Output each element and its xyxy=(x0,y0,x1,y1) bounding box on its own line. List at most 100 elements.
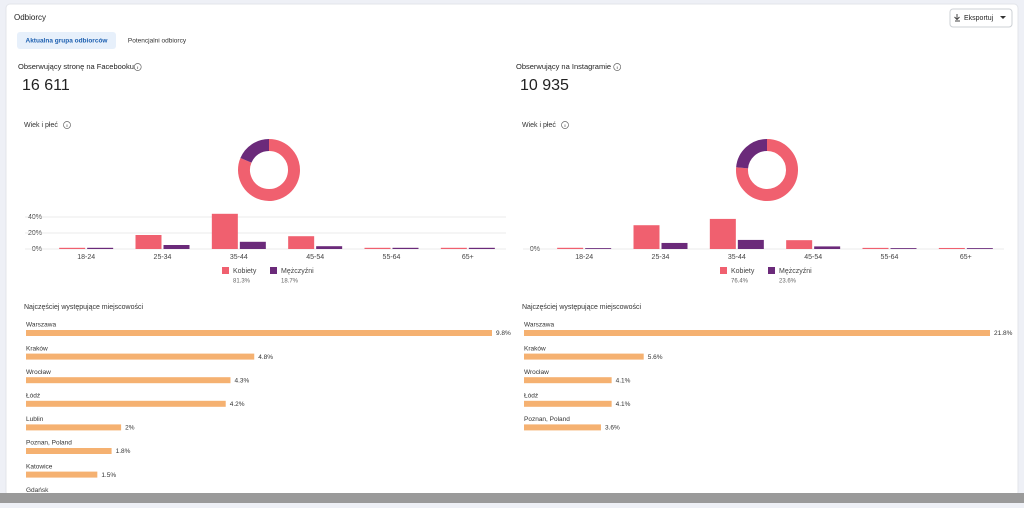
tab[interactable] xyxy=(118,32,196,49)
export-icon xyxy=(954,14,960,22)
x-tick-label: 18-24 xyxy=(575,254,593,261)
legend-swatch xyxy=(270,267,277,274)
bar xyxy=(585,248,612,249)
tab[interactable] xyxy=(17,32,116,49)
followers-label: Obserwujący na Instagramie xyxy=(516,62,611,71)
city-value: 4.2% xyxy=(230,401,245,408)
city-name: Kraków xyxy=(26,345,48,352)
city-name: Poznan, Poland xyxy=(26,440,72,447)
city-bar xyxy=(26,330,492,336)
tab-label[interactable]: Potencjalni odbiorcy xyxy=(128,38,187,45)
section-title: Najczęściej występujące miejscowości xyxy=(522,304,641,311)
city-bar xyxy=(26,424,122,431)
legend-share: 81.3% xyxy=(233,279,251,285)
city-name: Lublin xyxy=(26,416,44,423)
city-value: 1.8% xyxy=(116,448,131,455)
info-icon xyxy=(63,121,71,129)
x-tick-label: 65+ xyxy=(960,254,972,261)
info-icon xyxy=(561,121,569,129)
city-bar xyxy=(26,400,226,407)
bar xyxy=(239,241,266,249)
legend-label: Kobiety xyxy=(731,268,755,275)
info-icon xyxy=(613,63,622,71)
city-value: 4.1% xyxy=(616,377,631,384)
city-name: Warszawa xyxy=(26,322,56,329)
city-bar xyxy=(26,471,98,478)
bar xyxy=(709,218,736,249)
x-tick-label: 18-24 xyxy=(77,254,95,261)
followers-label: Obserwujący stronę na Facebooku xyxy=(18,62,134,71)
export-label[interactable]: Eksportuj xyxy=(964,15,994,22)
city-bar xyxy=(524,424,601,431)
legend-share: 18.7% xyxy=(281,279,299,285)
x-tick-label: 45-54 xyxy=(804,254,822,261)
city-bar xyxy=(26,353,255,360)
city-name: Warszawa xyxy=(524,322,554,329)
city-value: 1.5% xyxy=(101,472,116,479)
bar xyxy=(87,247,114,249)
x-tick-label: 35-44 xyxy=(728,254,746,261)
bar xyxy=(737,239,764,249)
bar xyxy=(890,248,917,249)
city-name: Łódź xyxy=(26,393,40,400)
city-value: 3.6% xyxy=(605,425,620,432)
page-title: Odbiorcy xyxy=(14,13,46,22)
section-title: Najczęściej występujące miejscowości xyxy=(24,304,143,311)
city-name: Kraków xyxy=(524,345,546,352)
legend-share: 76.4% xyxy=(731,279,749,285)
city-bar xyxy=(524,377,612,384)
city-name: Wrocław xyxy=(26,369,51,376)
bar xyxy=(862,247,889,249)
donut-segment xyxy=(736,139,768,169)
bar xyxy=(661,242,688,249)
bar xyxy=(938,247,965,249)
bar xyxy=(814,246,841,249)
legend-share: 23.6% xyxy=(779,279,797,285)
bar xyxy=(557,247,584,249)
bar xyxy=(163,245,190,249)
x-tick-label: 45-54 xyxy=(306,254,324,261)
x-tick-label: 55-64 xyxy=(383,254,401,261)
bar xyxy=(135,235,162,249)
section-title: Wiek i płeć xyxy=(522,122,556,129)
city-value: 21.8% xyxy=(994,330,1013,337)
city-name: Wrocław xyxy=(524,369,549,376)
legend-swatch xyxy=(720,267,727,274)
legend-label: Mężczyźni xyxy=(281,268,314,275)
tab-label[interactable]: Aktualna grupa odbiorców xyxy=(26,38,109,45)
donut-segment xyxy=(238,139,300,201)
city-name: Gdańsk xyxy=(26,487,49,494)
followers-count: 10 935 xyxy=(520,77,569,94)
city-value: 9.8% xyxy=(496,330,511,337)
bar xyxy=(392,247,419,249)
dropdown-arrow xyxy=(1000,16,1006,19)
city-name: Katowice xyxy=(26,463,53,470)
x-tick-label: 35-44 xyxy=(230,254,248,261)
city-bar xyxy=(524,353,644,360)
city-value: 4.8% xyxy=(258,354,273,361)
legend-swatch xyxy=(222,267,229,274)
city-name: Łódź xyxy=(524,393,538,400)
x-tick-label: 65+ xyxy=(462,254,474,261)
legend-label: Kobiety xyxy=(233,268,257,275)
city-name: Poznan, Poland xyxy=(524,416,570,423)
x-tick-label: 25-34 xyxy=(652,254,670,261)
bar xyxy=(316,246,343,249)
city-bar xyxy=(524,330,990,336)
city-value: 2% xyxy=(125,425,135,432)
x-tick-label: 55-64 xyxy=(881,254,899,261)
city-value: 4.3% xyxy=(234,377,249,384)
city-bar xyxy=(26,377,231,384)
section-title: Wiek i płeć xyxy=(24,122,58,129)
legend-label: Mężczyźni xyxy=(779,268,812,275)
info-icon xyxy=(133,63,142,71)
bar xyxy=(364,247,391,249)
bar xyxy=(288,236,315,249)
export-button[interactable] xyxy=(949,8,1013,28)
donut-segment xyxy=(240,139,270,164)
status-bar xyxy=(0,493,1024,503)
city-value: 4.1% xyxy=(616,401,631,408)
city-bar xyxy=(26,448,112,454)
